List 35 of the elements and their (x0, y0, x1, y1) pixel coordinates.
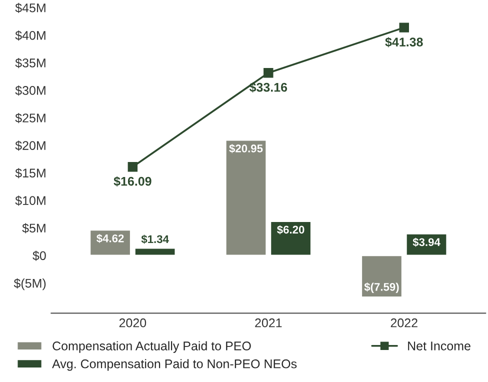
x-tick-label: 2020 (119, 318, 146, 328)
y-tick-label: $10M (15, 196, 46, 206)
point (399, 22, 409, 32)
bar (405, 233, 448, 256)
x-tick-label: 2022 (390, 318, 418, 328)
data-label: $33.16 (249, 82, 288, 93)
bar (89, 229, 132, 256)
y-tick-label: $45M (15, 2, 46, 14)
data-label: $3.94 (412, 238, 440, 247)
data-label: $41.38 (385, 37, 423, 48)
data-label: $(7.59) (364, 282, 399, 294)
legend-label: Avg. Compensation Paid to Non-PEO NEOs (52, 359, 297, 371)
y-tick-label: $25M (15, 113, 46, 124)
bar (270, 220, 312, 256)
bar (224, 139, 268, 256)
data-label: $4.62 (96, 234, 124, 244)
bar (134, 247, 176, 256)
y-tick-label: $0 (32, 250, 46, 261)
data-label: $16.09 (114, 176, 152, 187)
bar (360, 254, 403, 298)
point (128, 162, 138, 172)
y-tick-label: $(5M) (14, 278, 46, 290)
data-label: $1.34 (141, 234, 169, 244)
y-tick-label: $30M (15, 86, 46, 96)
y-tick-label: $5M (22, 223, 46, 234)
data-label: $6.20 (277, 225, 304, 234)
point (264, 68, 274, 78)
x-tick-label: 2021 (255, 318, 282, 328)
y-tick-label: $40M (15, 30, 46, 41)
legend-label: Compensation Actually Paid to PEO (52, 341, 251, 353)
y-tick-label: $15M (15, 168, 46, 178)
y-tick-label: $20M (15, 140, 46, 151)
y-tick-label: $35M (15, 58, 46, 68)
legend-label: Net Income (408, 342, 470, 350)
data-label: $20.95 (229, 144, 263, 154)
